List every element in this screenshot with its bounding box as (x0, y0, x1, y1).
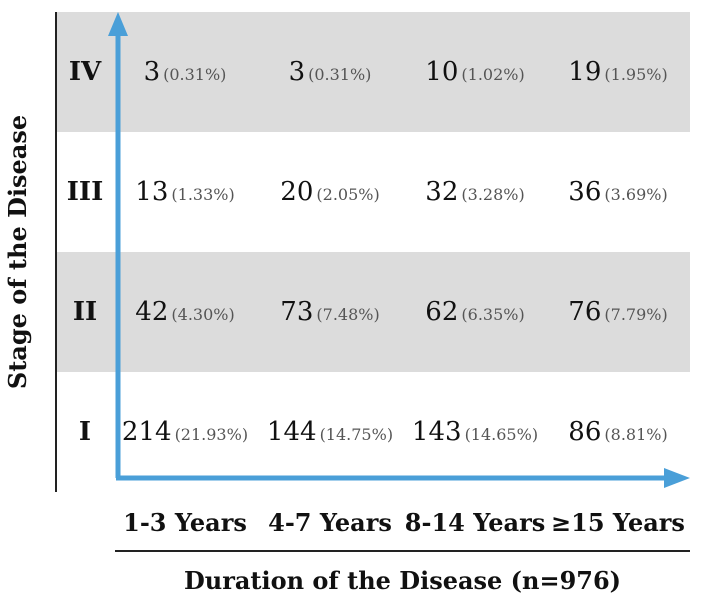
table-cell: 214 (21.93%) (113, 417, 257, 450)
cell-percentage: (21.93%) (174, 425, 249, 444)
stage-label-ii: II (72, 297, 98, 327)
table-cell: 42 (4.30%) (113, 297, 257, 330)
duration-label: ≥15 Years (551, 508, 685, 537)
cell-count: 144 (266, 417, 317, 447)
cell-count: 62 (425, 297, 459, 327)
table-cell: 32 (3.28%) (403, 177, 547, 210)
cell-count: 76 (568, 297, 602, 327)
duration-label: 4-7 Years (268, 508, 392, 537)
cell-count: 20 (280, 177, 314, 207)
stage-label-i: I (78, 417, 92, 447)
cell-percentage: (3.69%) (604, 185, 668, 204)
x-axis-arrowhead (664, 468, 690, 488)
table-cell: 144 (14.75%) (258, 417, 402, 450)
table-cell: 20 (2.05%) (258, 177, 402, 210)
cell-count: 19 (568, 57, 602, 87)
left-rule-line (55, 12, 57, 492)
cell-percentage: (3.28%) (461, 185, 525, 204)
y-axis-arrowhead (108, 12, 128, 36)
cell-percentage: (1.95%) (604, 65, 668, 84)
row-band-stage-iv (56, 12, 690, 132)
cell-percentage: (4.30%) (171, 305, 235, 324)
cell-count: 36 (568, 177, 602, 207)
stage-label-iv: IV (68, 57, 102, 87)
table-cell: 36 (3.69%) (546, 177, 690, 210)
table-cell: 10 (1.02%) (403, 57, 547, 90)
table-cell: 3 (0.31%) (258, 57, 402, 90)
cell-percentage: (7.48%) (316, 305, 380, 324)
cell-percentage: (6.35%) (461, 305, 525, 324)
y-axis-title-text: Stage of the Disease (3, 114, 32, 390)
table-cell: 3 (0.31%) (113, 57, 257, 90)
duration-label: 8-14 Years (404, 508, 546, 537)
cell-count: 3 (288, 57, 306, 87)
cell-percentage: (1.33%) (171, 185, 235, 204)
stage-label-iii: III (66, 177, 104, 207)
cell-percentage: (14.75%) (319, 425, 394, 444)
cell-percentage: (0.31%) (163, 65, 227, 84)
cell-percentage: (7.79%) (604, 305, 668, 324)
cell-percentage: (0.31%) (308, 65, 372, 84)
cell-percentage: (8.81%) (604, 425, 668, 444)
x-axis-title: Duration of the Disease (n=976) (183, 566, 622, 595)
table-cell: 73 (7.48%) (258, 297, 402, 330)
cell-count: 10 (425, 57, 459, 87)
cell-count: 86 (568, 417, 602, 447)
table-cell: 62 (6.35%) (403, 297, 547, 330)
table-cell: 86 (8.81%) (546, 417, 690, 450)
cell-percentage: (1.02%) (461, 65, 525, 84)
cell-count: 3 (143, 57, 161, 87)
cell-count: 143 (411, 417, 462, 447)
cell-count: 73 (280, 297, 314, 327)
table-cell: 19 (1.95%) (546, 57, 690, 90)
bottom-rule-line (115, 550, 690, 552)
table-cell: 143 (14.65%) (403, 417, 547, 450)
cell-count: 214 (121, 417, 172, 447)
table-cell: 76 (7.79%) (546, 297, 690, 330)
cell-count: 13 (135, 177, 169, 207)
cell-percentage: (14.65%) (464, 425, 539, 444)
cell-percentage: (2.05%) (316, 185, 380, 204)
cell-count: 42 (135, 297, 169, 327)
row-band-stage-ii (56, 252, 690, 372)
cell-count: 32 (425, 177, 459, 207)
table-cell: 13 (1.33%) (113, 177, 257, 210)
duration-label: 1-3 Years (123, 508, 247, 537)
